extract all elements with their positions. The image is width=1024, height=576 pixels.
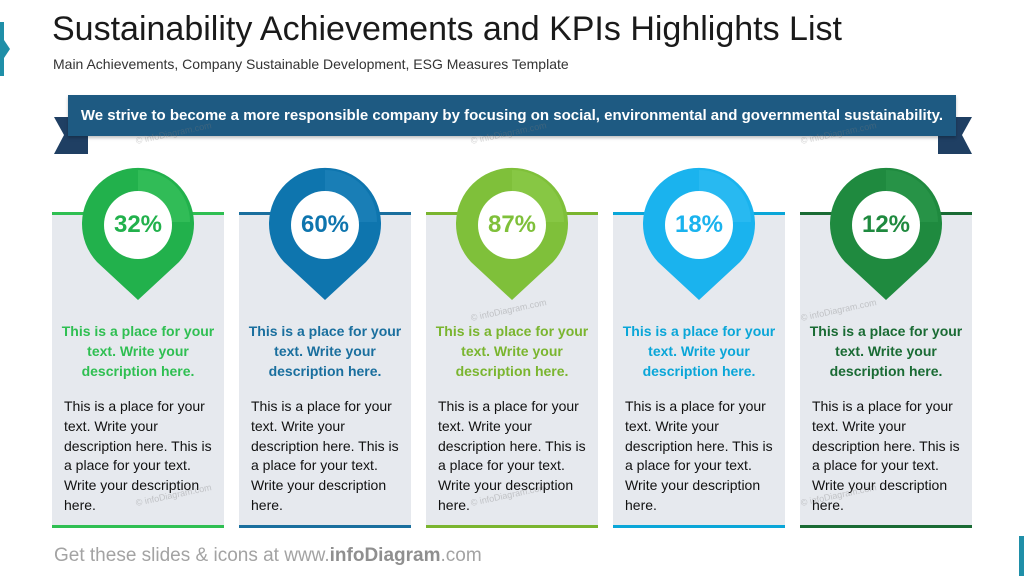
- card-body-text: This is a place for your text. Write you…: [64, 398, 212, 513]
- card-heading: This is a place for your text. Write you…: [435, 323, 589, 379]
- left-accent-arrow: [4, 40, 10, 58]
- footer-suffix: .com: [440, 545, 482, 566]
- card-body-text: This is a place for your text. Write you…: [812, 398, 960, 513]
- card-heading: This is a place for your text. Write you…: [61, 323, 215, 379]
- banner-notch-left: [54, 117, 64, 154]
- banner-notch-right: [962, 117, 972, 154]
- kpi-percent: 12%: [861, 211, 911, 238]
- card-bottom-line: [800, 525, 972, 528]
- map-pin-icon: 32%: [82, 166, 194, 302]
- kpi-percent: 60%: [300, 211, 350, 238]
- kpi-percent: 32%: [113, 211, 163, 238]
- card-bottom-line: [426, 525, 598, 528]
- kpi-card: This is a place for your text. Write you…: [52, 212, 224, 528]
- card-body-text: This is a place for your text. Write you…: [625, 398, 773, 513]
- card-heading: This is a place for your text. Write you…: [622, 323, 776, 379]
- map-pin-icon: 87%: [456, 166, 568, 302]
- card-body-text: This is a place for your text. Write you…: [251, 398, 399, 513]
- kpi-percent: 87%: [487, 211, 537, 238]
- kpi-percent: 18%: [674, 211, 724, 238]
- mission-banner: We strive to become a more responsible c…: [68, 95, 956, 136]
- map-pin-icon: 18%: [643, 166, 755, 302]
- card-bottom-line: [52, 525, 224, 528]
- left-accent-bar: [0, 22, 4, 76]
- right-accent-bar: [1019, 536, 1024, 576]
- kpi-card: This is a place for your text. Write you…: [239, 212, 411, 528]
- footer-credit[interactable]: Get these slides & icons at www.infoDiag…: [54, 545, 482, 567]
- map-pin-icon: 60%: [269, 166, 381, 302]
- card-heading: This is a place for your text. Write you…: [809, 323, 963, 379]
- footer-brand: infoDiagram: [329, 545, 441, 566]
- card-bottom-line: [613, 525, 785, 528]
- card-bottom-line: [239, 525, 411, 528]
- footer-prefix: Get these slides & icons at www.: [54, 545, 330, 566]
- slide-title: Sustainability Achievements and KPIs Hig…: [52, 10, 842, 48]
- slide-subtitle: Main Achievements, Company Sustainable D…: [53, 56, 569, 72]
- card-heading: This is a place for your text. Write you…: [248, 323, 402, 379]
- map-pin-icon: 12%: [830, 166, 942, 302]
- card-body-text: This is a place for your text. Write you…: [438, 398, 586, 513]
